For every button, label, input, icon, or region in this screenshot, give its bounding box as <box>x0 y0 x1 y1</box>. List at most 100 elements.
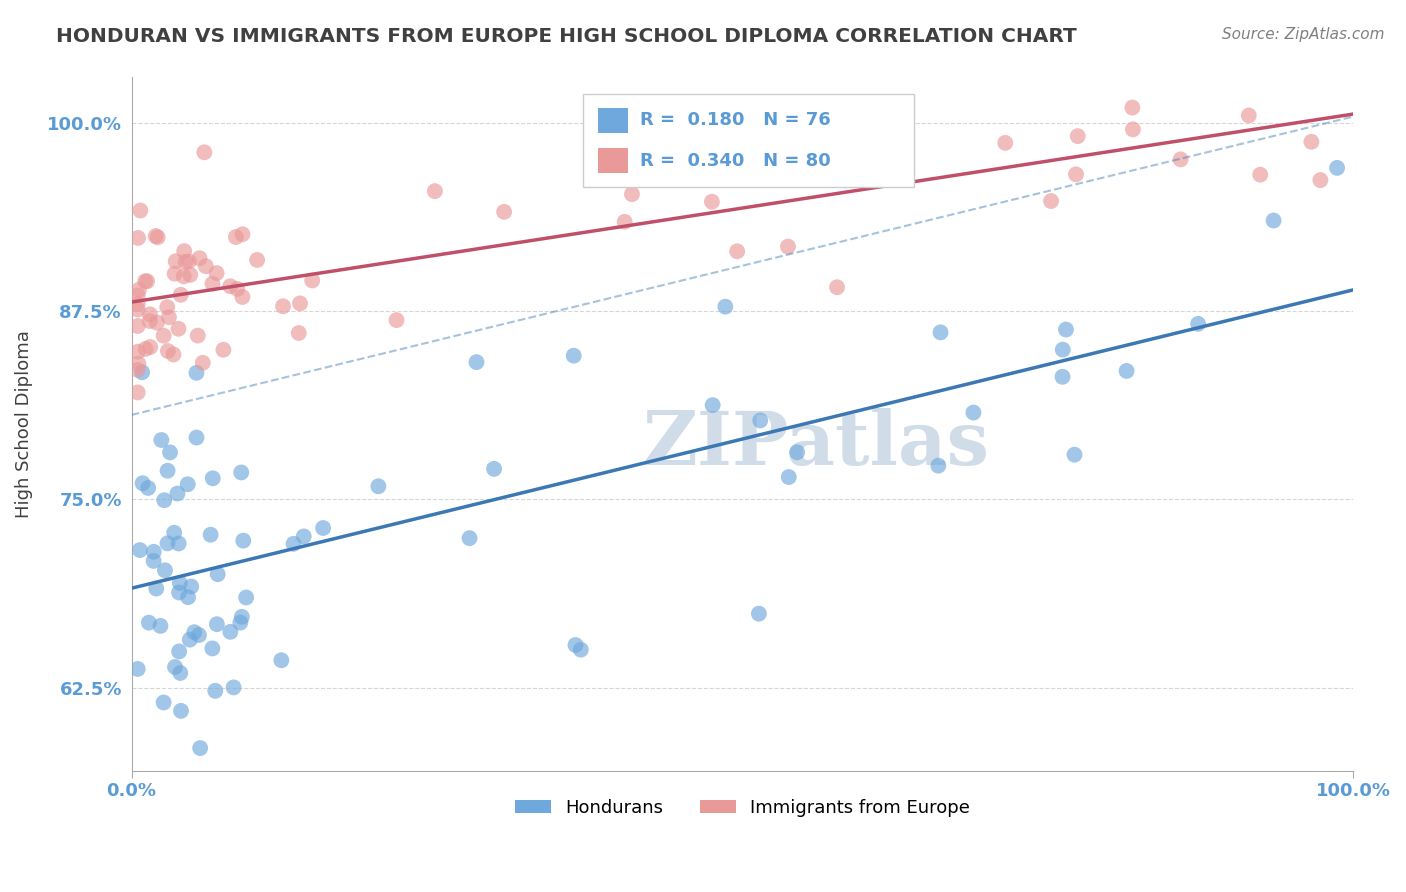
Point <box>367 479 389 493</box>
Point <box>193 145 215 160</box>
Point <box>128 543 150 558</box>
Point <box>1309 173 1331 187</box>
Text: HONDURAN VS IMMIGRANTS FROM EUROPE HIGH SCHOOL DIPLOMA CORRELATION CHART: HONDURAN VS IMMIGRANTS FROM EUROPE HIGH … <box>56 27 1077 45</box>
Point <box>134 274 156 288</box>
Point <box>139 340 162 354</box>
Point <box>127 318 149 333</box>
Point <box>134 342 156 356</box>
Point <box>152 328 174 343</box>
Point <box>139 314 162 328</box>
Point <box>1263 213 1285 227</box>
Point <box>225 230 247 244</box>
Point <box>127 662 149 676</box>
Point <box>136 481 159 495</box>
Point <box>564 638 586 652</box>
Point <box>167 536 190 550</box>
Y-axis label: High School Diploma: High School Diploma <box>15 330 32 518</box>
Point <box>312 521 335 535</box>
Point <box>163 525 186 540</box>
Point <box>231 227 253 242</box>
Point <box>811 111 834 125</box>
Point <box>156 300 179 314</box>
Point <box>270 653 292 667</box>
Point <box>494 204 516 219</box>
Point <box>156 464 179 478</box>
Point <box>763 171 786 186</box>
Point <box>231 610 253 624</box>
Point <box>188 741 211 756</box>
Point <box>613 215 636 229</box>
Point <box>229 615 252 630</box>
Point <box>287 326 309 340</box>
Point <box>423 184 446 198</box>
Point <box>150 433 173 447</box>
Point <box>1121 101 1143 115</box>
Point <box>226 282 249 296</box>
Point <box>288 296 311 310</box>
Point <box>458 531 481 545</box>
Point <box>482 462 505 476</box>
Point <box>127 288 149 302</box>
Point <box>231 466 253 480</box>
Point <box>201 641 224 656</box>
Point <box>145 582 167 596</box>
Point <box>201 277 224 291</box>
Point <box>149 619 172 633</box>
Text: R =  0.340   N = 80: R = 0.340 N = 80 <box>640 152 831 169</box>
Point <box>283 537 305 551</box>
Point <box>301 273 323 287</box>
Point <box>127 302 149 317</box>
Point <box>204 683 226 698</box>
Point <box>156 536 179 550</box>
Point <box>159 445 181 459</box>
Point <box>873 150 896 164</box>
Point <box>1115 364 1137 378</box>
Point <box>1052 343 1074 357</box>
Point <box>188 628 211 642</box>
Point <box>685 169 707 183</box>
Text: Source: ZipAtlas.com: Source: ZipAtlas.com <box>1222 27 1385 42</box>
Point <box>749 413 772 427</box>
Text: R =  0.180   N = 76: R = 0.180 N = 76 <box>640 112 831 129</box>
Point <box>219 279 242 293</box>
Point <box>235 591 257 605</box>
Point <box>962 406 984 420</box>
Point <box>212 343 235 357</box>
Point <box>153 493 176 508</box>
Point <box>131 476 153 491</box>
Point <box>165 254 187 268</box>
Point <box>127 385 149 400</box>
Point <box>562 349 585 363</box>
Point <box>569 642 592 657</box>
Point <box>748 607 770 621</box>
Point <box>127 357 149 371</box>
Point <box>167 644 190 658</box>
Point <box>146 230 169 244</box>
Point <box>186 431 208 445</box>
Point <box>1301 135 1323 149</box>
Point <box>167 585 190 599</box>
Point <box>222 681 245 695</box>
Point <box>162 347 184 361</box>
Legend: Hondurans, Immigrants from Europe: Hondurans, Immigrants from Europe <box>508 791 977 824</box>
Point <box>174 254 197 268</box>
Point <box>142 554 165 568</box>
Point <box>1052 369 1074 384</box>
Point <box>163 267 186 281</box>
Point <box>714 300 737 314</box>
Point <box>1067 129 1090 144</box>
Point <box>994 136 1017 150</box>
Point <box>1063 448 1085 462</box>
Point <box>177 254 200 268</box>
Point <box>232 533 254 548</box>
Point <box>169 665 191 680</box>
Point <box>187 328 209 343</box>
Point <box>927 458 949 473</box>
Point <box>201 471 224 485</box>
Point <box>1187 317 1209 331</box>
Point <box>170 287 193 301</box>
Point <box>870 169 893 183</box>
Point <box>205 266 228 280</box>
Point <box>145 229 167 244</box>
Point <box>129 203 152 218</box>
